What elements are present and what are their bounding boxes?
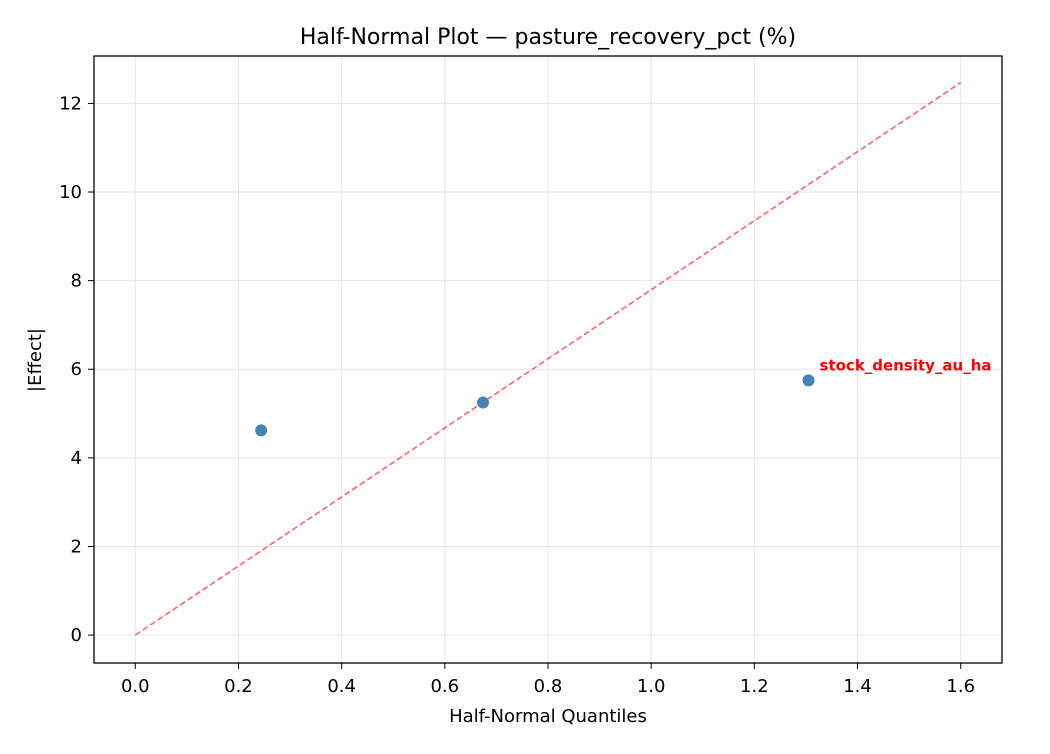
x-tick-label: 1.0	[637, 676, 666, 697]
y-tick-label: 8	[71, 271, 82, 292]
y-tick-label: 0	[71, 625, 82, 646]
y-tick-label: 10	[59, 182, 82, 203]
y-tick-label: 2	[71, 536, 82, 557]
annotations: stock_density_au_ha	[820, 356, 992, 374]
y-axis-label: |Effect|	[25, 328, 46, 392]
x-tick-label: 1.4	[843, 676, 872, 697]
x-axis: 0.0 0.2 0.4 0.6 0.8 1.0 1.2 1.4 1.6	[121, 663, 975, 697]
x-tick-label: 1.6	[946, 676, 975, 697]
chart-title: Half-Normal Plot — pasture_recovery_pct …	[300, 25, 796, 50]
x-tick-label: 0.0	[121, 676, 150, 697]
y-tick-label: 4	[71, 448, 82, 469]
x-tick-label: 0.2	[224, 676, 253, 697]
y-tick-label: 12	[59, 93, 82, 114]
data-point	[255, 424, 267, 436]
x-axis-label: Half-Normal Quantiles	[449, 706, 647, 727]
data-point	[477, 396, 489, 408]
x-tick-label: 0.8	[534, 676, 563, 697]
point-annotation: stock_density_au_ha	[820, 356, 992, 374]
x-tick-label: 1.2	[740, 676, 769, 697]
y-axis: 0 2 4 6 8 10 12	[59, 93, 94, 646]
data-points	[255, 374, 814, 436]
data-point	[803, 374, 815, 386]
y-tick-label: 6	[71, 359, 82, 380]
x-tick-label: 0.6	[430, 676, 459, 697]
x-tick-label: 0.4	[327, 676, 356, 697]
